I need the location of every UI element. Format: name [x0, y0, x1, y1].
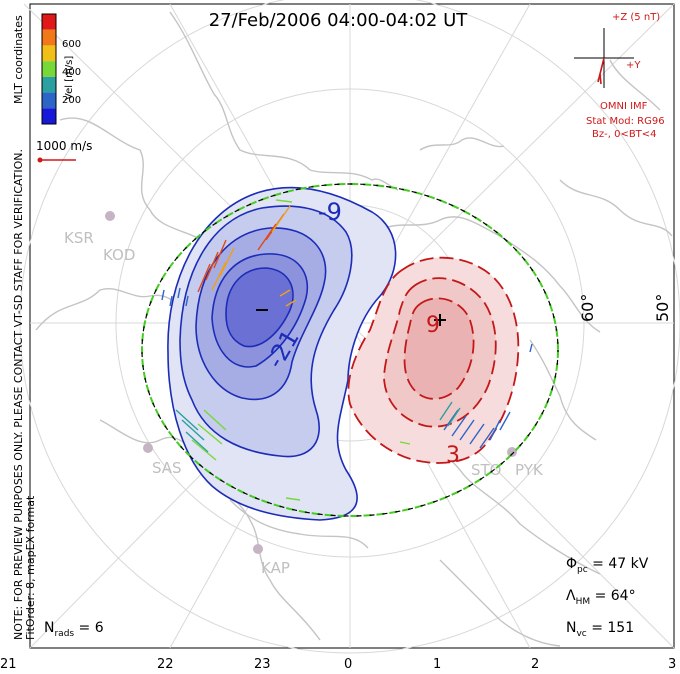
station-markers	[105, 211, 517, 554]
station-label-sas: SAS	[152, 459, 182, 477]
imf-y-label: +Y	[626, 60, 641, 71]
colorbar-segment	[42, 76, 56, 93]
svg-text:Φpc = 47 kV: Φpc = 47 kV	[566, 556, 649, 575]
cross-polar-potential: Φpc = 47 kV	[566, 556, 649, 575]
hm-latitude: ΛHM = 64°	[566, 588, 636, 607]
hm-boundary-dark	[141, 183, 559, 517]
cell-contour	[225, 267, 294, 348]
colorbar-segment	[42, 29, 56, 46]
negative-convection-cell: -9 -21	[167, 186, 397, 521]
colorbar-tick: 200	[62, 95, 81, 106]
fit-order-note: FitOrder: 8, mapEX format	[24, 495, 37, 640]
cell-contour	[403, 297, 475, 400]
mlt-tick-label: 3	[668, 657, 676, 672]
mlt-tick-label: 22	[157, 657, 174, 672]
mlt-tick-label: 21	[0, 657, 17, 672]
latitude-label-50: 50°	[653, 294, 672, 322]
stat-model-conditions: Bz-, 0<BT<4	[592, 129, 657, 140]
station-marker-kap	[253, 544, 263, 554]
vector-count: Nvc = 151	[566, 620, 634, 639]
svg-text:Nrads = 6: Nrads = 6	[44, 620, 104, 639]
radar-count: Nrads = 6	[44, 620, 104, 639]
colorbar-segment	[42, 92, 56, 109]
imf-z-label: +Z (5 nT)	[612, 12, 660, 23]
colorbar-label: Vel [m/s]	[64, 56, 75, 100]
mlt-tick-label: 2	[531, 657, 539, 672]
colorbar-segment	[42, 45, 56, 62]
contour-label: -9	[318, 198, 342, 226]
imf-vector-tick	[599, 73, 602, 85]
velocity-colorbar	[41, 13, 57, 125]
station-label-ksr: KSR	[64, 229, 94, 247]
mlt-axis: 21 22 23 0 1 2 3	[0, 657, 676, 672]
latitude-label-60: 60°	[578, 294, 597, 322]
station-marker-ksr	[105, 211, 115, 221]
latitude-circle	[19, 0, 680, 654]
station-label-sto: STO	[471, 461, 502, 479]
preview-note: NOTE: FOR PREVIEW PURPOSES ONLY. PLEASE …	[12, 149, 25, 640]
station-label-pyk: PYK	[515, 461, 544, 479]
colorbar-frame	[41, 13, 57, 125]
colorbar-tick: 400	[62, 67, 81, 78]
station-label-kap: KAP	[261, 559, 290, 577]
contour-label: 3	[446, 443, 460, 468]
colorbar-segment	[42, 108, 56, 124]
reference-vector-label: 1000 m/s	[36, 139, 92, 153]
velocity-vectors	[161, 199, 533, 501]
station-marker-sas	[143, 443, 153, 453]
colorbar-segment	[42, 61, 56, 77]
colorbar-tick: 600	[62, 39, 81, 50]
imf-dial	[574, 28, 634, 88]
coordinates-label: MLT coordinates	[12, 15, 25, 104]
map-title: 27/Feb/2006 04:00-04:02 UT	[209, 10, 469, 31]
station-label-kod: KOD	[103, 246, 135, 264]
svg-text:ΛHM = 64°: ΛHM = 64°	[566, 588, 636, 607]
colorbar-segment	[42, 14, 56, 30]
station-marker-pyk	[507, 447, 517, 457]
imf-vector	[597, 57, 605, 83]
contour-label: 9	[426, 313, 440, 338]
mlt-tick-label: 23	[254, 657, 271, 672]
imf-source: OMNI IMF	[600, 101, 648, 112]
positive-convection-cell: 9 3	[347, 256, 520, 468]
svg-text:Nvc = 151: Nvc = 151	[566, 620, 634, 639]
stat-model: Stat Mod: RG96	[586, 116, 665, 127]
mlt-tick-label: 1	[433, 657, 441, 672]
mlt-tick-label: 0	[344, 657, 352, 672]
